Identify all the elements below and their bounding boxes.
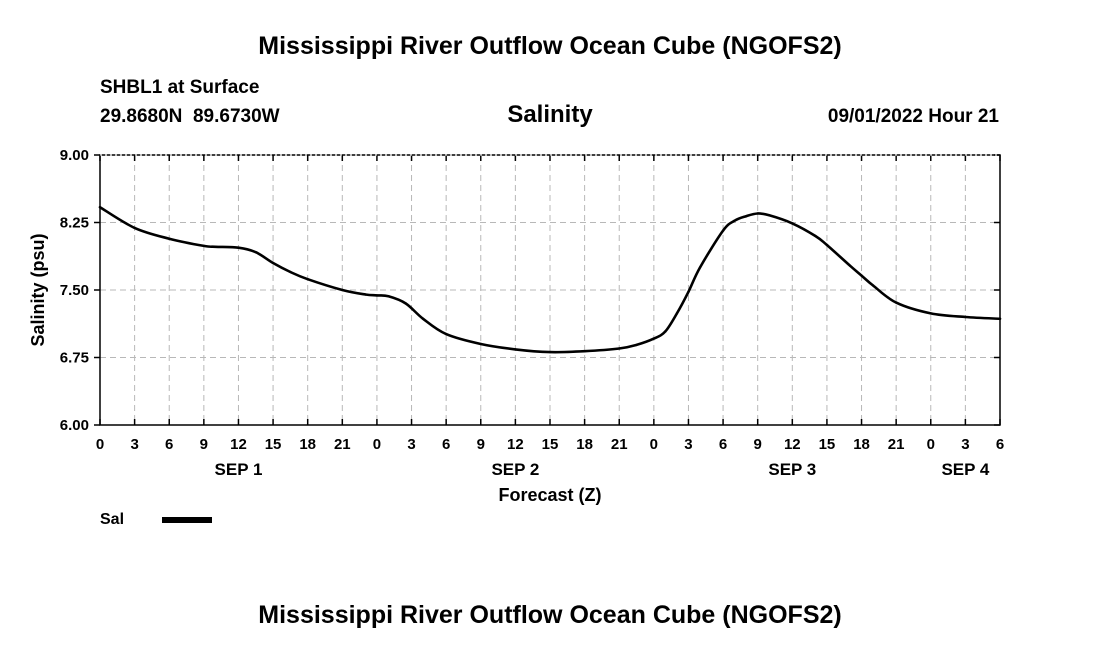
salinity-data-point: [254, 251, 257, 254]
x-tick-label: 0: [373, 436, 381, 453]
salinity-data-point: [548, 350, 552, 354]
salinity-data-point: [341, 288, 344, 292]
salinity-data-point: [98, 206, 102, 209]
salinity-data-point: [894, 301, 898, 304]
x-tick-label: 21: [888, 436, 905, 453]
y-tick-label: 7.50: [60, 282, 89, 299]
salinity-series-points: [98, 206, 1002, 354]
legend-label: Sal: [100, 511, 125, 528]
salinity-data-point: [202, 244, 206, 248]
salinity-data-point: [387, 295, 390, 298]
x-tick-label: 3: [407, 436, 415, 453]
salinity-data-point: [814, 234, 817, 238]
y-tick-label: 9.00: [60, 147, 89, 164]
salinity-data-point: [860, 274, 863, 277]
axis-ticks: [94, 154, 1001, 426]
x-tick-label: 12: [507, 436, 524, 453]
x-tick-label: 3: [130, 436, 138, 453]
x-tick-label: 21: [611, 436, 628, 453]
salinity-data-point: [744, 215, 748, 218]
chart-title: Salinity: [507, 101, 593, 128]
salinity-data-point: [675, 312, 679, 315]
salinity-data-point: [652, 337, 656, 340]
salinity-data-point: [618, 347, 621, 350]
y-axis-label: Salinity (psu): [28, 233, 48, 346]
x-tick-label: 6: [996, 436, 1004, 453]
salinity-data-point: [964, 315, 967, 319]
datetime-label: 09/01/2022 Hour 21: [827, 106, 999, 127]
x-tick-label: 15: [819, 436, 836, 453]
x-tick-label: 6: [165, 436, 173, 453]
salinity-data-point: [444, 332, 448, 336]
salinity-data-point: [871, 284, 875, 287]
x-tick-label: 9: [477, 436, 485, 453]
date-label: SEP 1: [215, 460, 263, 479]
salinity-data-point: [237, 246, 240, 249]
axis-labels: 0 3 6 9 12 15 18 21 0 3 6 9 12 15 18 21 0 3 6 9 12 15 18 21 0 3 6 6…: [60, 147, 1004, 479]
grid-lines: [100, 155, 1000, 425]
x-tick-label: 9: [200, 436, 208, 453]
salinity-data-point: [664, 330, 667, 333]
salinity-data-point: [583, 350, 586, 353]
page-title: Mississippi River Outflow Ocean Cube (NG…: [258, 32, 842, 60]
salinity-data-point: [687, 290, 690, 293]
y-tick-label: 6.75: [60, 350, 89, 367]
salinity-data-point: [721, 229, 725, 232]
salinity-data-point: [825, 243, 829, 247]
y-tick-label: 6.00: [60, 417, 89, 434]
x-tick-label: 3: [961, 436, 969, 453]
salinity-data-point: [733, 219, 736, 222]
x-tick-label: 6: [442, 436, 450, 453]
salinity-data-point: [364, 293, 367, 296]
date-label: SEP 2: [491, 460, 539, 479]
x-tick-label: 15: [542, 436, 559, 453]
x-axis-label: Forecast (Z): [498, 485, 601, 505]
salinity-data-point: [214, 245, 217, 248]
salinity-data-point: [635, 343, 638, 347]
salinity-data-point: [271, 261, 275, 265]
x-tick-label: 0: [650, 436, 658, 453]
x-tick-label: 0: [927, 436, 935, 453]
salinity-data-point: [133, 226, 136, 230]
x-tick-label: 21: [334, 436, 351, 453]
x-tick-label: 12: [784, 436, 801, 453]
salinity-data-point: [289, 270, 292, 274]
salinity-data-point: [421, 317, 425, 320]
salinity-data-point: [998, 317, 1002, 320]
x-tick-label: 0: [96, 436, 104, 453]
salinity-data-point: [791, 222, 794, 225]
legend-swatch: [162, 517, 212, 523]
salinity-data-point: [375, 294, 379, 297]
salinity-data-point: [479, 342, 482, 346]
salinity-data-point: [306, 278, 309, 281]
salinity-data-point: [768, 214, 771, 217]
salinity-data-point: [404, 302, 407, 305]
x-tick-label: 18: [853, 436, 870, 453]
date-label: SEP 3: [768, 460, 816, 479]
salinity-data-point: [514, 348, 517, 351]
salinity-data-point: [698, 266, 702, 269]
x-tick-label: 6: [719, 436, 727, 453]
salinity-data-point: [848, 264, 852, 267]
salinity-data-point: [929, 312, 932, 315]
x-tick-label: 9: [754, 436, 762, 453]
x-tick-label: 18: [576, 436, 593, 453]
x-tick-label: 3: [684, 436, 692, 453]
x-tick-label: 15: [265, 436, 282, 453]
x-tick-label: 12: [230, 436, 247, 453]
salinity-data-point: [756, 212, 759, 215]
salinity-data-point: [168, 237, 171, 240]
footer-title: Mississippi River Outflow Ocean Cube (NG…: [258, 601, 842, 629]
x-tick-label: 18: [299, 436, 316, 453]
station-label: SHBL1 at Surface: [100, 77, 260, 98]
y-tick-label: 8.25: [60, 215, 89, 232]
coordinates-label: 29.8680N 89.6730W: [100, 106, 280, 127]
date-label: SEP 4: [941, 460, 989, 479]
